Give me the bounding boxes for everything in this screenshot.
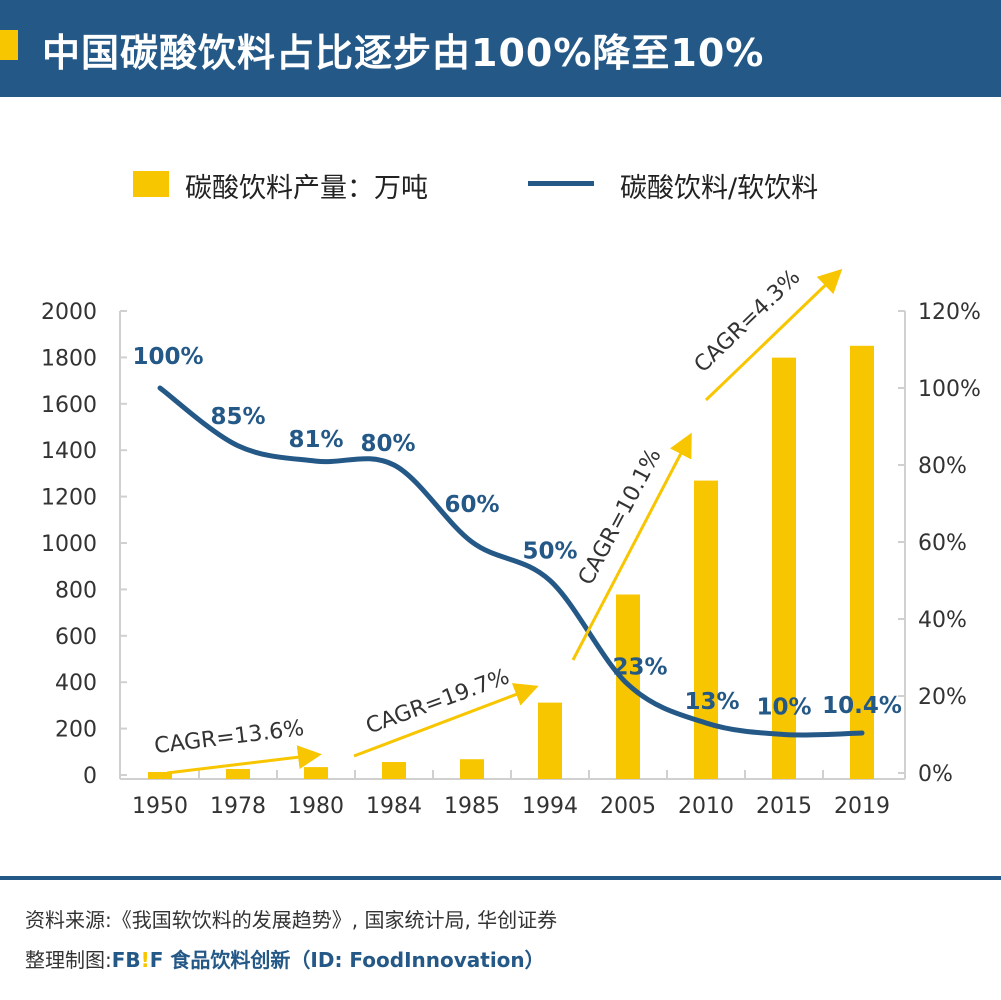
right-tick-label: 100% bbox=[918, 377, 981, 402]
source-note: 资料来源:《我国软饮料的发展趋势》, 国家统计局, 华创证券 bbox=[25, 908, 558, 932]
credit-note: 整理制图:FB!F 食品饮料创新（ID: FoodInnovation） bbox=[25, 944, 545, 973]
right-tick-label: 40% bbox=[918, 608, 967, 633]
x-tick-label: 1985 bbox=[444, 794, 500, 819]
legend-label-bar: 碳酸饮料产量：万吨 bbox=[185, 173, 428, 204]
bar-1980 bbox=[304, 767, 328, 779]
legend-swatch-bar bbox=[133, 171, 169, 197]
cagr-arrow bbox=[704, 268, 843, 402]
right-tick-label: 80% bbox=[918, 454, 967, 479]
brand-text: 食品饮料创新（ID: FoodInnovation） bbox=[170, 948, 545, 972]
brand-f: F bbox=[149, 948, 164, 972]
legend-label-line: 碳酸饮料/软饮料 bbox=[620, 173, 819, 204]
line-data-label: 10% bbox=[756, 695, 811, 721]
left-tick-label: 1600 bbox=[41, 393, 97, 418]
line-data-label: 10.4% bbox=[822, 693, 902, 719]
x-tick-label: 1984 bbox=[366, 794, 422, 819]
brand-logo: FB!F 食品饮料创新（ID: FoodInnovation） bbox=[112, 948, 545, 972]
brand-ex: ! bbox=[140, 948, 150, 972]
title-bar: 中国碳酸饮料占比逐步由100%降至10% bbox=[0, 0, 1001, 97]
cagr-label: CAGR=19.7% bbox=[363, 664, 513, 739]
line-data-label: 60% bbox=[444, 492, 499, 518]
bar-1978 bbox=[226, 768, 250, 779]
share-line bbox=[157, 385, 865, 738]
credit-label: 整理制图: bbox=[25, 948, 112, 972]
title-accent-mark bbox=[0, 30, 18, 60]
bar-2015 bbox=[772, 357, 796, 779]
x-tick-label: 1980 bbox=[288, 794, 344, 819]
line-data-label: 50% bbox=[522, 539, 577, 565]
left-tick-label: 600 bbox=[55, 625, 97, 650]
bar-1985 bbox=[460, 759, 484, 779]
cagr-arrow bbox=[166, 745, 322, 775]
line-data-label: 81% bbox=[288, 427, 343, 453]
right-tick-label: 20% bbox=[918, 685, 967, 710]
right-tick-label: 0% bbox=[918, 762, 953, 787]
bar-1984 bbox=[382, 762, 406, 779]
x-tick-label: 2005 bbox=[600, 794, 656, 819]
legend-swatch-line bbox=[528, 181, 594, 186]
x-tick-label: 2019 bbox=[834, 794, 890, 819]
left-tick-label: 1200 bbox=[41, 486, 97, 511]
x-tick-label: 1950 bbox=[132, 794, 188, 819]
left-tick-label: 400 bbox=[55, 671, 97, 696]
left-tick-label: 200 bbox=[55, 718, 97, 743]
x-tick-label: 1978 bbox=[210, 794, 266, 819]
left-tick-label: 0 bbox=[83, 764, 97, 789]
left-tick-label: 1400 bbox=[41, 439, 97, 464]
line-data-label: 100% bbox=[132, 344, 203, 370]
line-data-label: 23% bbox=[612, 654, 667, 680]
x-tick-label: 2015 bbox=[756, 794, 812, 819]
line-data-label: 80% bbox=[360, 431, 415, 457]
footer-divider bbox=[0, 876, 1001, 880]
brand-fb: FB bbox=[111, 948, 141, 972]
left-tick-label: 1000 bbox=[41, 532, 97, 557]
line-data-label: 85% bbox=[210, 404, 265, 430]
left-tick-label: 800 bbox=[55, 578, 97, 603]
right-tick-label: 120% bbox=[918, 300, 981, 325]
bar-2019 bbox=[850, 345, 874, 779]
line-data-label: 13% bbox=[684, 689, 739, 715]
left-tick-label: 2000 bbox=[41, 300, 97, 325]
cagr-arrow bbox=[571, 432, 692, 661]
x-tick-label: 2010 bbox=[678, 794, 734, 819]
cagr-label: CAGR=13.6% bbox=[153, 716, 306, 759]
bar-1950 bbox=[148, 771, 172, 779]
bar-1994 bbox=[538, 702, 562, 779]
cagr-arrow bbox=[353, 683, 539, 758]
chart-title: 中国碳酸饮料占比逐步由100%降至10% bbox=[42, 31, 765, 75]
bar-2010 bbox=[694, 480, 718, 779]
right-tick-label: 60% bbox=[918, 531, 967, 556]
x-tick-label: 1994 bbox=[522, 794, 578, 819]
legend: 碳酸饮料产量：万吨 碳酸饮料/软饮料 bbox=[0, 164, 1001, 204]
left-tick-label: 1800 bbox=[41, 346, 97, 371]
